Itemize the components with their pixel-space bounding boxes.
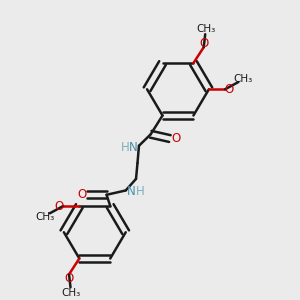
Text: N: N <box>129 141 138 154</box>
Text: O: O <box>64 272 74 285</box>
Text: H: H <box>136 185 144 198</box>
Text: CH₃: CH₃ <box>233 74 252 84</box>
Text: CH₃: CH₃ <box>36 212 55 222</box>
Text: CH₃: CH₃ <box>196 24 215 34</box>
Text: O: O <box>224 83 233 96</box>
Text: O: O <box>77 188 86 201</box>
Text: O: O <box>55 200 64 212</box>
Text: N: N <box>127 185 135 198</box>
Text: CH₃: CH₃ <box>61 287 81 298</box>
Text: O: O <box>199 37 208 50</box>
Text: H: H <box>121 141 130 154</box>
Text: O: O <box>171 132 180 145</box>
